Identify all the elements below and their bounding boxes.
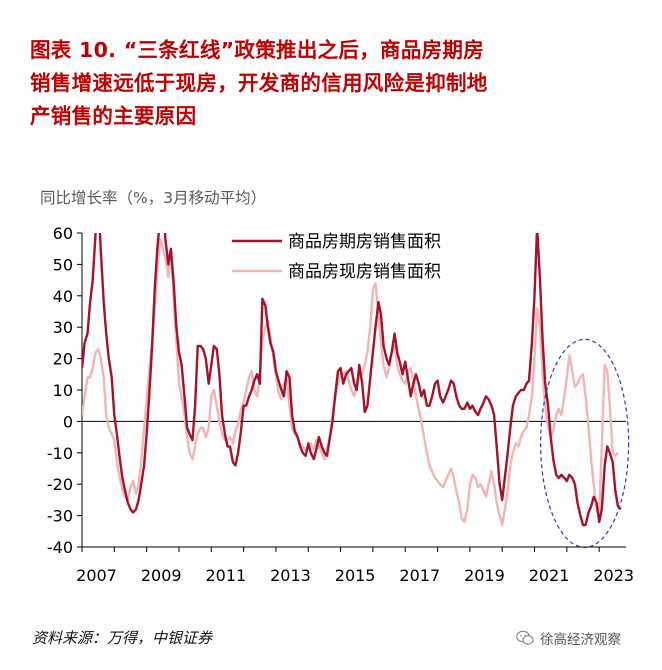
legend-label-completed: 商品房现房销售面积 <box>288 262 441 282</box>
series-line-presale <box>82 233 622 527</box>
y-unit-label: 同比增长率（%，3月移动平均） <box>40 189 267 207</box>
x-tick-label: 2023 <box>593 566 634 585</box>
x-tick-label: 2017 <box>399 566 440 585</box>
y-tick-label: 30 <box>53 318 73 337</box>
title-line-1: 图表 10. “三条红线”政策推出之后，商品房期房 <box>30 38 485 62</box>
y-tick-label: -20 <box>47 475 73 494</box>
figure-title: 图表 10. “三条红线”政策推出之后，商品房期房 销售增速远低于现房，开发商的… <box>30 34 640 133</box>
source-note: 资料来源：万得，中银证券 <box>32 629 213 647</box>
title-line-3: 产销售的主要原因 <box>30 104 197 128</box>
highlight-ellipse <box>540 338 630 548</box>
x-tick-label: 2007 <box>76 566 117 585</box>
legend-label-presale: 商品房期房销售面积 <box>288 232 441 252</box>
y-tick-label: 40 <box>53 287 73 306</box>
y-tick-label: -40 <box>47 538 73 557</box>
y-tick-label: 0 <box>63 412 73 431</box>
y-tick-label: 10 <box>53 381 73 400</box>
x-tick-label: 2013 <box>270 566 311 585</box>
wechat-icon <box>516 630 534 645</box>
watermark: 徐高经济观察 <box>516 628 621 648</box>
x-tick-label: 2015 <box>335 566 376 585</box>
y-tick-label: 50 <box>53 255 73 274</box>
series-line-completed <box>82 238 619 527</box>
y-tick-label: 20 <box>53 350 73 369</box>
y-tick-label: 60 <box>53 224 73 243</box>
x-tick-label: 2019 <box>464 566 505 585</box>
x-tick-label: 2011 <box>205 566 246 585</box>
series-layer <box>82 233 630 548</box>
watermark-label: 徐高经济观察 <box>540 632 621 648</box>
y-tick-label: -30 <box>47 507 73 526</box>
x-tick-label: 2021 <box>529 566 570 585</box>
title-line-2: 销售增速远低于现房，开发商的信用风险是抑制地 <box>30 71 488 95</box>
x-tick-label: 2009 <box>141 566 182 585</box>
y-tick-label: -10 <box>47 444 73 463</box>
